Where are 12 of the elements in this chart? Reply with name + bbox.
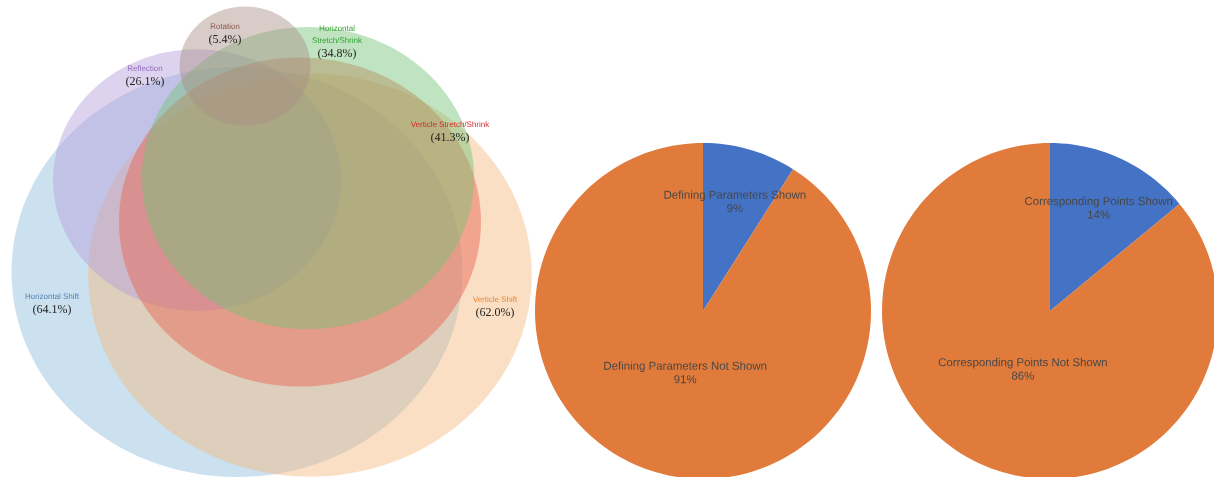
data-label: (64.1%)	[33, 304, 71, 316]
data-label: (34.8%)	[318, 48, 356, 60]
data-label: (41.3%)	[431, 132, 469, 144]
slice-label: Corresponding Points Not Shown	[938, 357, 1107, 369]
data-label: (62.0%)	[476, 307, 514, 319]
data-label: 14%	[1088, 210, 1110, 219]
data-label: (26.1%)	[126, 76, 164, 88]
slice-label: Defining Parameters Not Shown	[604, 361, 767, 373]
data-label: 91%	[674, 375, 697, 384]
data-label: (5.4%)	[209, 34, 241, 46]
data-label: 9%	[727, 204, 743, 213]
data-label: 86%	[1011, 371, 1034, 380]
